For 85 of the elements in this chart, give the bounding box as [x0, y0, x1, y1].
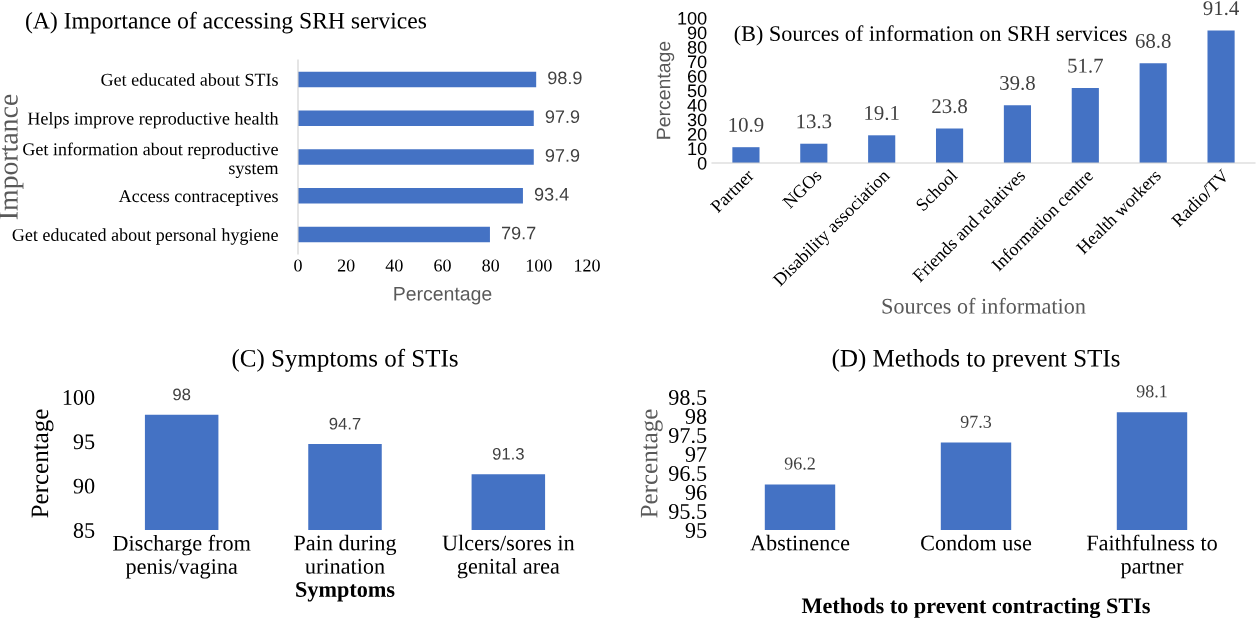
x-tick-label: 120 [575, 259, 600, 272]
chart-title: (C) Symptoms of STIs [232, 348, 458, 372]
data-label: 91.3 [492, 447, 524, 460]
chart-title: (A) Importance of accessing SRH services [26, 11, 427, 34]
x-tick-label: 60 [434, 259, 451, 272]
bar [1071, 88, 1099, 163]
bar [935, 128, 964, 163]
y-tick-label: 60 [687, 69, 707, 83]
x-tick-label: Ulcers/sores in genital area [442, 534, 575, 579]
bar [298, 110, 534, 126]
data-label: 98 [173, 388, 191, 401]
bar [868, 135, 896, 163]
bar [298, 188, 523, 204]
chart-title: (B) Sources of information on SRH services [734, 25, 1127, 46]
y-axis-title: Percentage [656, 41, 675, 139]
y-tick-label: Get educated about STIs [101, 73, 278, 86]
data-label: 94.7 [329, 417, 361, 430]
x-axis-title: Methods to prevent contracting STIs [801, 597, 1150, 619]
data-label: 97.9 [545, 149, 580, 162]
bar [1139, 63, 1167, 163]
bar [298, 71, 537, 88]
y-tick-label: 95 [73, 434, 95, 450]
bar [732, 147, 760, 163]
bar [298, 226, 490, 243]
bar [1207, 30, 1235, 163]
x-tick-label: 0 [294, 259, 302, 272]
y-tick-label: 100 [63, 389, 95, 405]
y-tick-label: 70 [687, 55, 707, 69]
y-tick-label: 85 [73, 522, 95, 538]
chart-title: (D) Methods to prevent STIs [832, 349, 1120, 372]
data-label: 13.3 [797, 114, 832, 129]
data-label: 97.3 [960, 415, 992, 428]
y-tick-label: 96.5 [668, 465, 707, 482]
y-tick-label: 20 [687, 127, 707, 141]
data-label: 68.8 [1135, 33, 1171, 48]
y-axis-title: Importance [0, 94, 24, 220]
x-tick-label: 40 [385, 259, 403, 272]
x-tick-label: Discharge from penis/vagina [113, 534, 251, 579]
bar [1003, 105, 1032, 163]
data-label: 98.1 [1136, 385, 1167, 398]
x-axis-title: Sources of information [882, 297, 1086, 314]
x-tick-label: Abstinence [750, 534, 850, 551]
y-tick-label: 96 [685, 484, 707, 500]
y-tick-label: 80 [687, 40, 707, 54]
x-tick-label: Pain during urination [294, 534, 397, 574]
x-axis-title: Percentage [394, 287, 492, 305]
data-label: 91.4 [1203, 1, 1239, 16]
x-axis-title: Symptoms [296, 582, 395, 602]
y-tick-label: 95.5 [668, 503, 707, 520]
y-tick-label: 95 [685, 522, 707, 538]
y-tick-label: 97 [685, 446, 707, 462]
data-label: 96.2 [784, 457, 815, 470]
x-tick-label: Condom use [921, 534, 1032, 551]
y-tick-label: 50 [687, 84, 707, 98]
data-label: 10.9 [729, 117, 764, 132]
y-tick-label: Get educated about personal hygiene [12, 228, 278, 245]
y-tick-label: Get information about reproductive system [23, 142, 279, 178]
y-axis-title: Percentage [31, 409, 54, 518]
data-label: 51.7 [1068, 58, 1103, 73]
data-label: 23.8 [932, 99, 967, 114]
data-label: 39.8 [1000, 75, 1035, 91]
y-tick-label: 30 [687, 113, 707, 127]
data-label: 79.7 [501, 226, 536, 240]
y-tick-label: 98.5 [668, 389, 707, 406]
y-tick-label: Access contraceptives [118, 190, 278, 206]
y-tick-label: 10 [688, 142, 707, 156]
x-tick-label: 20 [337, 259, 355, 272]
data-label: 97.9 [545, 110, 580, 124]
y-tick-label: 98 [685, 408, 707, 424]
y-tick-label: Helps improve reproductive health [27, 111, 279, 129]
y-tick-label: 90 [687, 26, 707, 40]
y-tick-label: 0 [697, 156, 707, 170]
data-label: 98.9 [548, 71, 582, 85]
data-label: 19.1 [865, 105, 899, 121]
y-tick-label: 90 [73, 478, 95, 494]
x-tick-label: Faithfulness to partner [1086, 534, 1217, 579]
x-tick-label: 80 [482, 259, 500, 272]
data-label: 93.4 [534, 187, 569, 201]
bar [800, 143, 828, 163]
y-tick-label: 100 [678, 11, 707, 25]
y-tick-label: 40 [687, 98, 707, 112]
y-axis-title: Percentage [640, 409, 663, 518]
bar [298, 149, 534, 165]
x-tick-label: 100 [526, 259, 552, 272]
y-tick-label: 97.5 [668, 427, 707, 444]
